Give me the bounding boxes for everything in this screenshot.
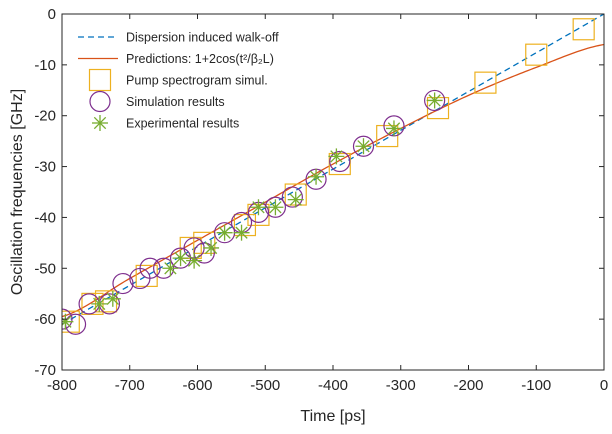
- y-tick-label: 0: [48, 6, 56, 23]
- legend-label: Simulation results: [126, 95, 225, 109]
- data-point: [572, 18, 595, 41]
- legend-label: Predictions: 1+2cos(t²/β₂L): [126, 52, 274, 66]
- y-tick-label: -10: [34, 57, 56, 74]
- data-point-stroke-d2: [164, 262, 177, 275]
- legend-item: Simulation results: [89, 90, 225, 113]
- x-tick-label: -700: [115, 377, 145, 394]
- data-point: [203, 239, 220, 256]
- x-tick-label: -300: [386, 377, 416, 394]
- data-point-stroke-d2: [387, 122, 401, 135]
- x-axis-title: Time [ps]: [300, 408, 365, 425]
- data-point-stroke-d2: [252, 201, 265, 214]
- data-point: [186, 252, 203, 269]
- data-point-stroke-d2: [174, 251, 187, 265]
- legend-item: Pump spectrogram simul.: [88, 68, 268, 92]
- legend-label: Pump spectrogram simul.: [126, 74, 268, 88]
- data-point: [216, 224, 233, 241]
- data-point: [91, 295, 108, 312]
- y-tick-label: -20: [34, 108, 56, 125]
- data-point: [376, 124, 399, 148]
- legend-item: Predictions: 1+2cos(t²/β₂L): [78, 52, 274, 66]
- data-point: [308, 168, 325, 185]
- data-point-stroke-d2: [269, 201, 282, 214]
- data-point: [352, 135, 375, 157]
- x-tick-label: -800: [47, 377, 77, 394]
- data-point: [193, 231, 216, 254]
- legend-swatch: [88, 68, 112, 92]
- data-point-stroke-d2: [309, 170, 323, 183]
- data-point-stroke-d2: [330, 150, 343, 163]
- data-point-stroke-d2: [218, 226, 231, 239]
- y-tick-label: -70: [34, 362, 56, 379]
- x-tick-label: 0: [600, 377, 608, 394]
- legend-label: Experimental results: [126, 117, 239, 131]
- x-tick-label: -600: [182, 377, 212, 394]
- data-point-stroke-d2: [289, 193, 302, 206]
- series-layer: [62, 14, 604, 335]
- data-point: [328, 148, 345, 165]
- data-point: [250, 199, 267, 216]
- data-point: [62, 313, 74, 330]
- legend-swatch: [92, 115, 108, 131]
- y-tick-label: -30: [34, 159, 56, 176]
- legend-swatch-stroke-d2: [93, 116, 107, 130]
- data-point: [139, 257, 161, 279]
- x-tick-label: -200: [453, 377, 483, 394]
- plot-area: [62, 14, 604, 370]
- y-axis-title: Oscillation frequencies [GHz]: [9, 89, 26, 295]
- plot-background: [62, 14, 604, 370]
- y-tick-label: -40: [34, 209, 56, 226]
- data-point: [172, 250, 189, 267]
- legend-swatch: [89, 90, 111, 113]
- y-tick-label: -50: [34, 260, 56, 277]
- data-point-stroke-d2: [106, 292, 119, 305]
- data-point: [355, 138, 372, 155]
- legend: Dispersion induced walk-off Predictions: …: [78, 31, 279, 131]
- x-tick-label: -500: [250, 377, 280, 394]
- data-point: [474, 71, 497, 94]
- legend-item: Experimental results: [92, 115, 239, 131]
- series-clipped: [62, 14, 604, 335]
- data-point: [385, 120, 402, 137]
- data-point: [162, 260, 179, 277]
- data-point: [169, 247, 192, 269]
- data-point: [281, 186, 303, 208]
- data-point: [267, 199, 284, 216]
- series-4: [62, 92, 443, 330]
- axes-layer: -800 -700 -600 -500 -400 -300 -200 -100 0-70-60-…: [34, 6, 608, 394]
- legend-item: Dispersion induced walk-off: [78, 31, 279, 45]
- data-point: [112, 272, 134, 295]
- data-point-stroke-d2: [428, 94, 441, 107]
- data-point: [525, 43, 548, 66]
- data-point-stroke-d2: [357, 140, 370, 153]
- data-point-stroke-d2: [187, 254, 201, 267]
- data-point-stroke-d2: [235, 226, 248, 239]
- data-point: [104, 290, 121, 307]
- x-tick-label: -400: [318, 377, 348, 394]
- legend-label: Dispersion induced walk-off: [126, 31, 279, 45]
- data-point: [424, 89, 446, 112]
- data-point-stroke-d2: [204, 241, 218, 255]
- data-point-stroke-d2: [62, 315, 72, 326]
- x-tick-label: -100: [521, 377, 551, 394]
- data-point: [94, 290, 118, 313]
- data-point: [426, 92, 443, 109]
- data-point: [62, 308, 73, 330]
- y-tick-label: -60: [34, 311, 56, 328]
- data-point: [233, 224, 250, 241]
- data-point-stroke-d2: [93, 297, 106, 311]
- data-point: [329, 150, 351, 173]
- data-point: [287, 191, 304, 208]
